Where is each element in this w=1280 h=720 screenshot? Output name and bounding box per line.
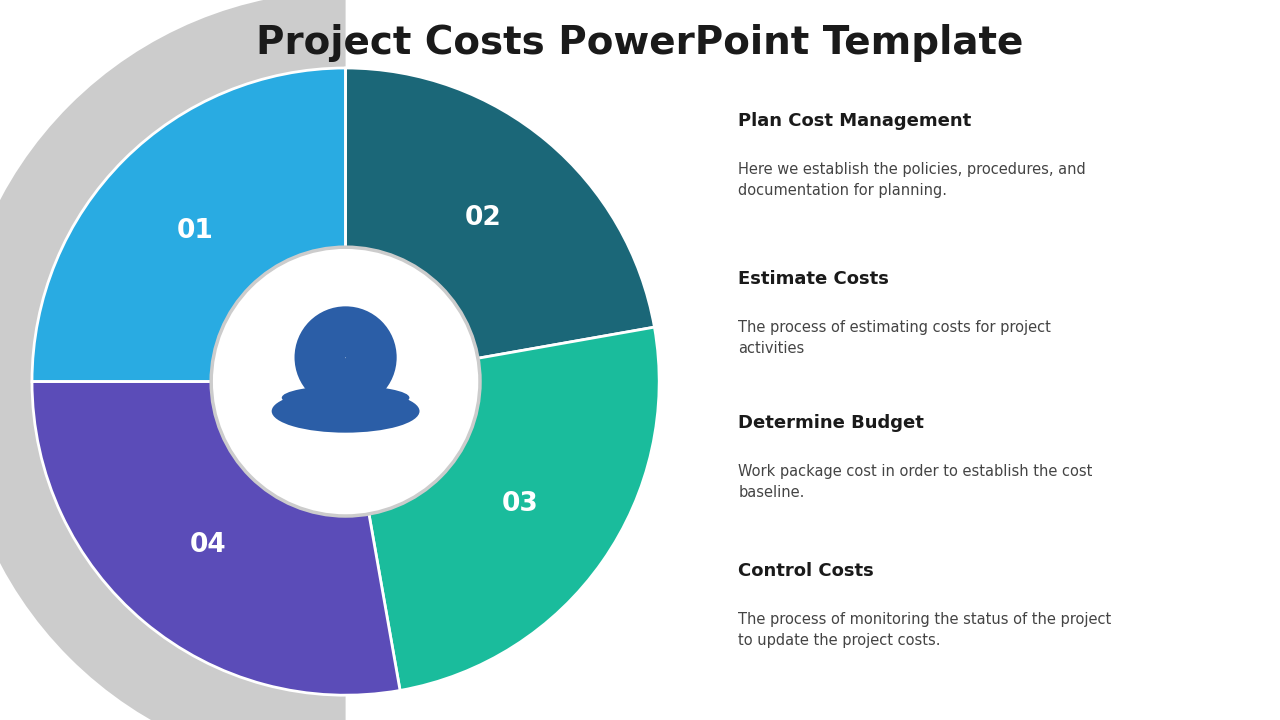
Text: Control Costs: Control Costs [739,562,874,580]
Circle shape [211,247,480,516]
Text: 01: 01 [177,218,214,244]
Wedge shape [346,68,654,382]
Text: 02: 02 [465,205,500,231]
Text: Here we establish the policies, procedures, and
documentation for planning.: Here we establish the policies, procedur… [739,162,1085,198]
Text: Work package cost in order to establish the cost
baseline.: Work package cost in order to establish … [739,464,1093,500]
Text: 04: 04 [191,532,227,558]
Wedge shape [0,0,346,720]
Ellipse shape [271,390,420,433]
Text: The process of estimating costs for project
activities: The process of estimating costs for proj… [739,320,1051,356]
Wedge shape [346,327,659,690]
Text: 03: 03 [502,491,539,517]
Text: Plan Cost Management: Plan Cost Management [739,112,972,130]
Wedge shape [32,382,401,696]
Text: The process of monitoring the status of the project
to update the project costs.: The process of monitoring the status of … [739,612,1111,648]
Text: Estimate Costs: Estimate Costs [739,270,890,288]
Ellipse shape [282,386,410,410]
Circle shape [294,306,397,408]
Text: Determine Budget: Determine Budget [739,414,924,432]
Text: Project Costs PowerPoint Template: Project Costs PowerPoint Template [256,24,1024,62]
Wedge shape [32,68,346,382]
